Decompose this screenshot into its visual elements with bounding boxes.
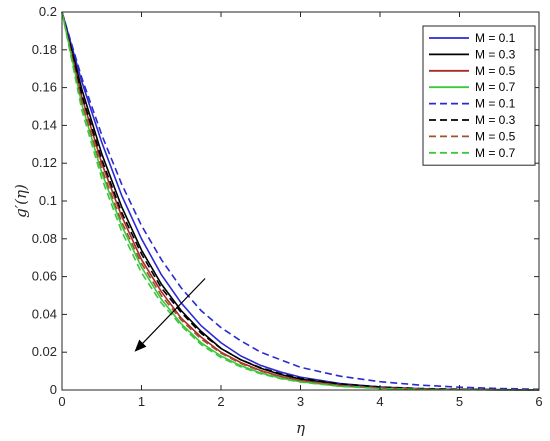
y-tick-label: 0.2	[39, 4, 57, 19]
y-tick-label: 0.16	[32, 80, 57, 95]
ticks-layer	[61, 11, 540, 391]
x-tick-label: 0	[58, 394, 65, 409]
legend-entry-2: M = 0.3	[475, 47, 516, 61]
y-tick-label: 0.08	[32, 231, 57, 246]
trend-arrow	[134, 278, 206, 352]
legend-box	[422, 25, 536, 166]
y-tick-label: 0.1	[39, 193, 57, 208]
legend-entry-4: M = 0.7	[475, 80, 516, 94]
y-tick-label: 0.06	[32, 269, 57, 284]
x-tick-label: 5	[456, 394, 463, 409]
series-line-5	[61, 11, 540, 391]
series-line-8	[61, 11, 539, 391]
series-line-7	[61, 11, 540, 391]
series-layer	[61, 11, 540, 391]
y-tick-label: 0.18	[32, 42, 57, 57]
legend-entry-7: M = 0.5	[475, 129, 516, 143]
legend-entry-5: M = 0.1	[475, 97, 516, 111]
y-tick-label: 0	[50, 382, 57, 397]
x-tick-label: 2	[217, 394, 224, 409]
y-tick-label: 0.02	[32, 344, 57, 359]
x-tick-label: 6	[535, 394, 542, 409]
y-tick-label: 0.14	[32, 117, 57, 132]
legend-entry-8: M = 0.7	[475, 146, 516, 160]
legend: M = 0.1 M = 0.3 M = 0.5 M = 0.7 M = 0.1 M = 0…	[422, 25, 536, 166]
x-tick-label: 1	[138, 394, 145, 409]
y-tick-label: 0.12	[32, 155, 57, 170]
x-tick-label: 4	[376, 394, 383, 409]
y-axis-label: g′(η)	[12, 184, 30, 218]
tick-labels-layer: 0 1 2 3 4 5 6 0 0.02 0.04 0.06 0.08 0.1 0.12 0.14 0.16 0…	[32, 4, 543, 409]
x-tick-label: 3	[297, 394, 304, 409]
legend-entry-6: M = 0.3	[475, 113, 516, 127]
legend-entry-1: M = 0.1	[475, 31, 516, 45]
y-tick-label: 0.04	[32, 306, 57, 321]
legend-entry-3: M = 0.5	[475, 64, 516, 78]
x-axis-label: η	[296, 419, 305, 437]
